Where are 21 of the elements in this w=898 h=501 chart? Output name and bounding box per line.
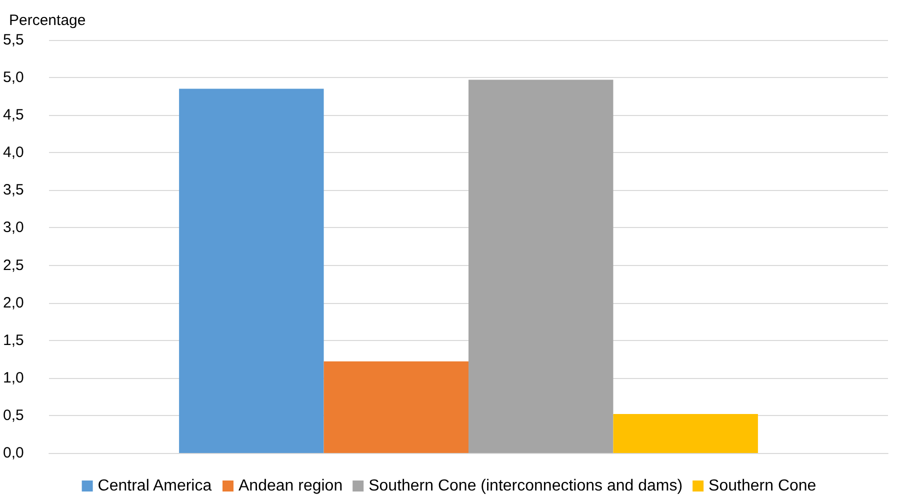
bar	[179, 88, 324, 453]
bar	[613, 414, 758, 453]
y-tick-label: 3,5	[3, 182, 24, 199]
y-tick-label: 3,0	[3, 219, 24, 236]
y-tick-label: 2,0	[3, 294, 24, 312]
legend-label: Andean region	[238, 478, 343, 494]
legend-label: Southern Cone (interconnections and dams)	[368, 478, 683, 494]
y-tick-label: 1,0	[3, 369, 24, 386]
y-tick-label: 1,5	[3, 332, 24, 349]
y-axis-title: Percentage	[9, 12, 86, 29]
y-tick-label: 4,0	[3, 144, 24, 162]
y-tick-label: 5,0	[3, 69, 24, 86]
y-tick-label: 0,0	[3, 444, 24, 462]
bar	[468, 80, 614, 453]
legend-label: Southern Cone	[708, 478, 816, 494]
y-tick-label: 5,5	[3, 32, 24, 48]
y-tick-label: 2,5	[3, 256, 24, 274]
bar	[324, 361, 468, 453]
y-tick-label: 4,5	[3, 106, 24, 124]
legend-label: Central America	[98, 478, 212, 494]
y-tick-label: 0,5	[3, 406, 24, 424]
